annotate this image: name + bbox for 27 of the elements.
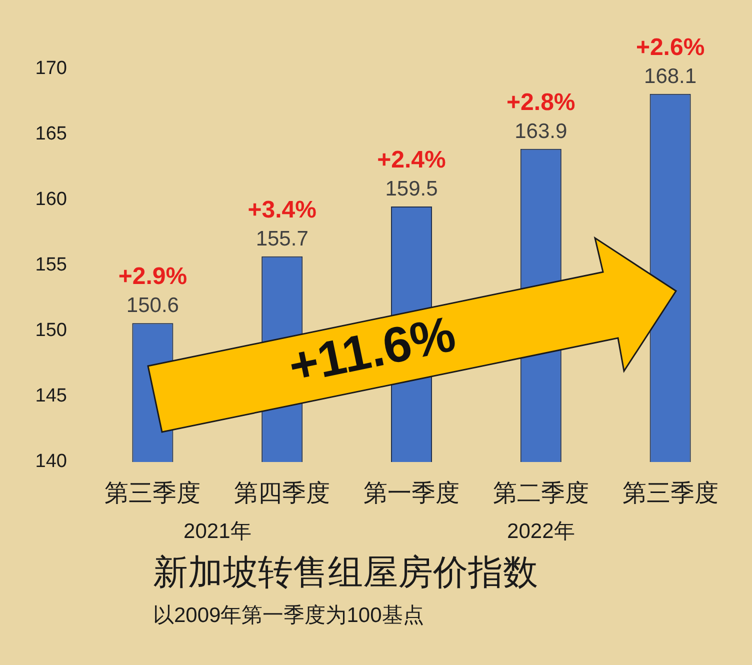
annotation: +2.4% <box>377 146 446 174</box>
x-tick-label: 第三季度 <box>104 480 201 508</box>
annotation: +11.6% <box>284 304 460 396</box>
y-tick-label: 145 <box>35 386 67 407</box>
annotation: +2.9% <box>118 263 188 290</box>
text: 2021年 <box>184 520 252 543</box>
text: 新加坡转售组屋房价指数 <box>153 552 538 594</box>
x-tick-label: 第三季度 <box>622 480 718 508</box>
y-tick-label: 140 <box>35 451 67 472</box>
y-tick-label: 155 <box>35 254 67 276</box>
y-tick-label: 150 <box>35 320 67 342</box>
annotation: +2.8% <box>506 88 576 116</box>
data-label: 159.5 <box>385 178 438 201</box>
x-tick-label: 第二季度 <box>492 480 589 508</box>
y-tick-label: 170 <box>35 58 67 80</box>
data-label: 155.7 <box>256 227 308 250</box>
data-label: 163.9 <box>514 120 568 143</box>
text: 2022年 <box>507 520 575 543</box>
y-tick-label: 165 <box>35 124 67 145</box>
annotation: +3.4% <box>248 196 316 224</box>
text: +2.6% <box>636 34 705 61</box>
data-label: 150.6 <box>126 294 179 318</box>
data-label: 168.1 <box>644 64 697 88</box>
x-tick-label: 第一季度 <box>364 480 460 508</box>
text: 以2009年第一季度为100基点 <box>153 603 424 629</box>
x-tick-label: 第四季度 <box>234 480 330 508</box>
y-tick-label: 160 <box>35 189 67 210</box>
